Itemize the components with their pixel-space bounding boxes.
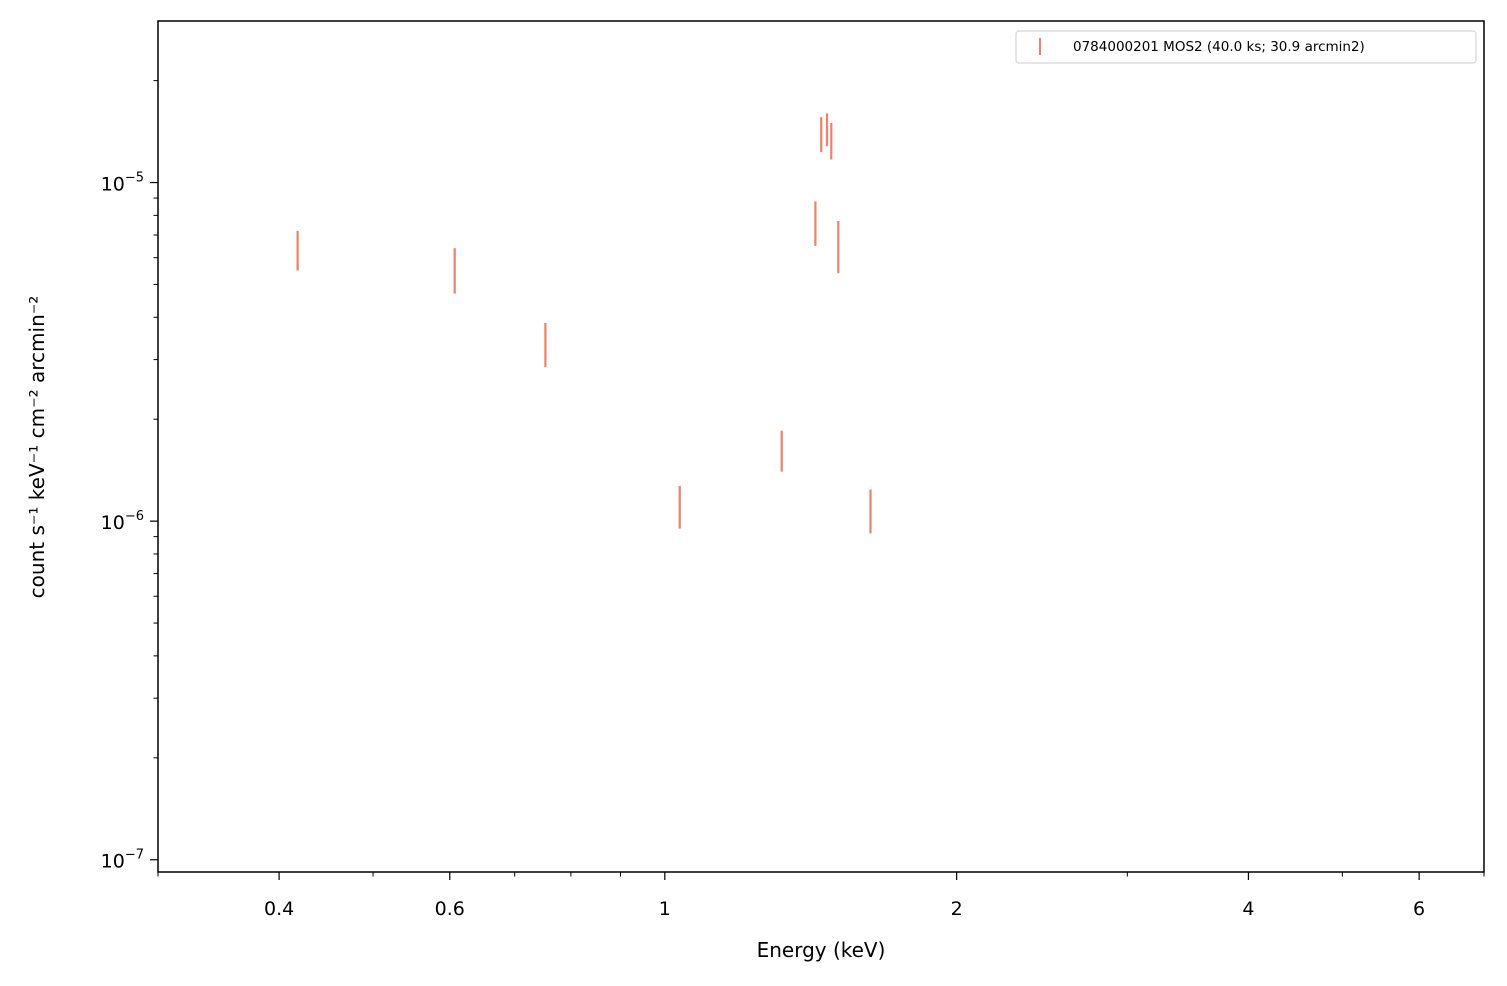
- x-tick-label: 4: [1242, 898, 1254, 920]
- x-tick-label: 0.4: [264, 898, 294, 920]
- plot-frame: [157, 20, 1485, 873]
- y-tick-label: 10−5: [101, 171, 144, 196]
- legend-box: [1015, 30, 1477, 64]
- x-axis-label: Energy (keV): [757, 938, 886, 962]
- y-axis-label: count s⁻¹ keV⁻¹ cm⁻² arcmin⁻²: [25, 296, 49, 599]
- x-tick-label: 1: [659, 898, 671, 920]
- ticks-layer: 0.4 0.6 1 2 4 6 10−7 10−6 10−5: [101, 80, 1485, 920]
- x-tick-label: 6: [1413, 898, 1425, 920]
- data-layer: [296, 113, 872, 534]
- x-tick-label: 0.6: [435, 898, 465, 920]
- legend-entry-label: 0784000201 MOS2 (40.0 ks; 30.9 arcmin2): [1073, 39, 1365, 55]
- x-tick-label: 2: [951, 898, 963, 920]
- y-tick-label: 10−7: [101, 848, 144, 873]
- y-tick-label: 10−6: [101, 509, 144, 534]
- legend: 0784000201 MOS2 (40.0 ks; 30.9 arcmin2): [1015, 30, 1477, 64]
